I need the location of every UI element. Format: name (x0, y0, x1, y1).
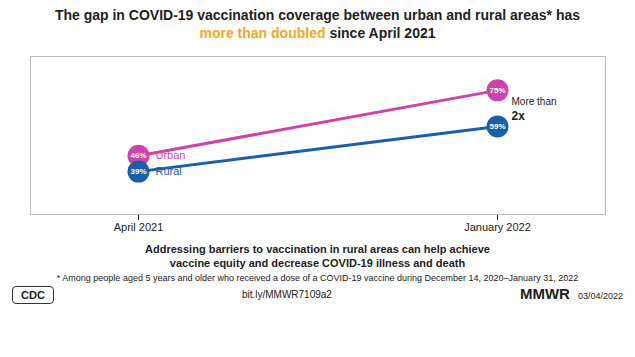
svg-text:More than: More than (512, 96, 557, 107)
html-text:CDC: CDC (21, 289, 45, 301)
html-text:* Among people aged 5 years an: * Among people aged 5 years and older wh… (56, 273, 579, 283)
svg-text:April 2021: April 2021 (114, 221, 164, 233)
svg-text:75%: 75% (489, 86, 505, 95)
svg-text:59%: 59% (489, 122, 505, 131)
html-text:03/04/2022: 03/04/2022 (578, 291, 623, 301)
svg-text:Urban: Urban (156, 149, 186, 161)
html-text:vaccine equity and decrease CO: vaccine equity and decrease COVID-19 ill… (169, 257, 466, 269)
html-text:bit.ly/MMWR7109a2: bit.ly/MMWR7109a2 (241, 289, 332, 300)
svg-text:39%: 39% (130, 167, 146, 176)
html-text:MMWR: MMWR (520, 285, 570, 302)
svg-text:January 2022: January 2022 (464, 221, 531, 233)
svg-text:Rural: Rural (156, 165, 182, 177)
svg-text:46%: 46% (130, 151, 146, 160)
html-text:more than doubled since April: more than doubled since April 2021 (199, 25, 436, 41)
html-text:Addressing barriers to vaccina: Addressing barriers to vaccination in ru… (145, 243, 490, 255)
html-text:The gap in COVID-19 vaccinatio: The gap in COVID-19 vaccination coverage… (54, 7, 581, 23)
svg-text:2x: 2x (512, 109, 526, 123)
